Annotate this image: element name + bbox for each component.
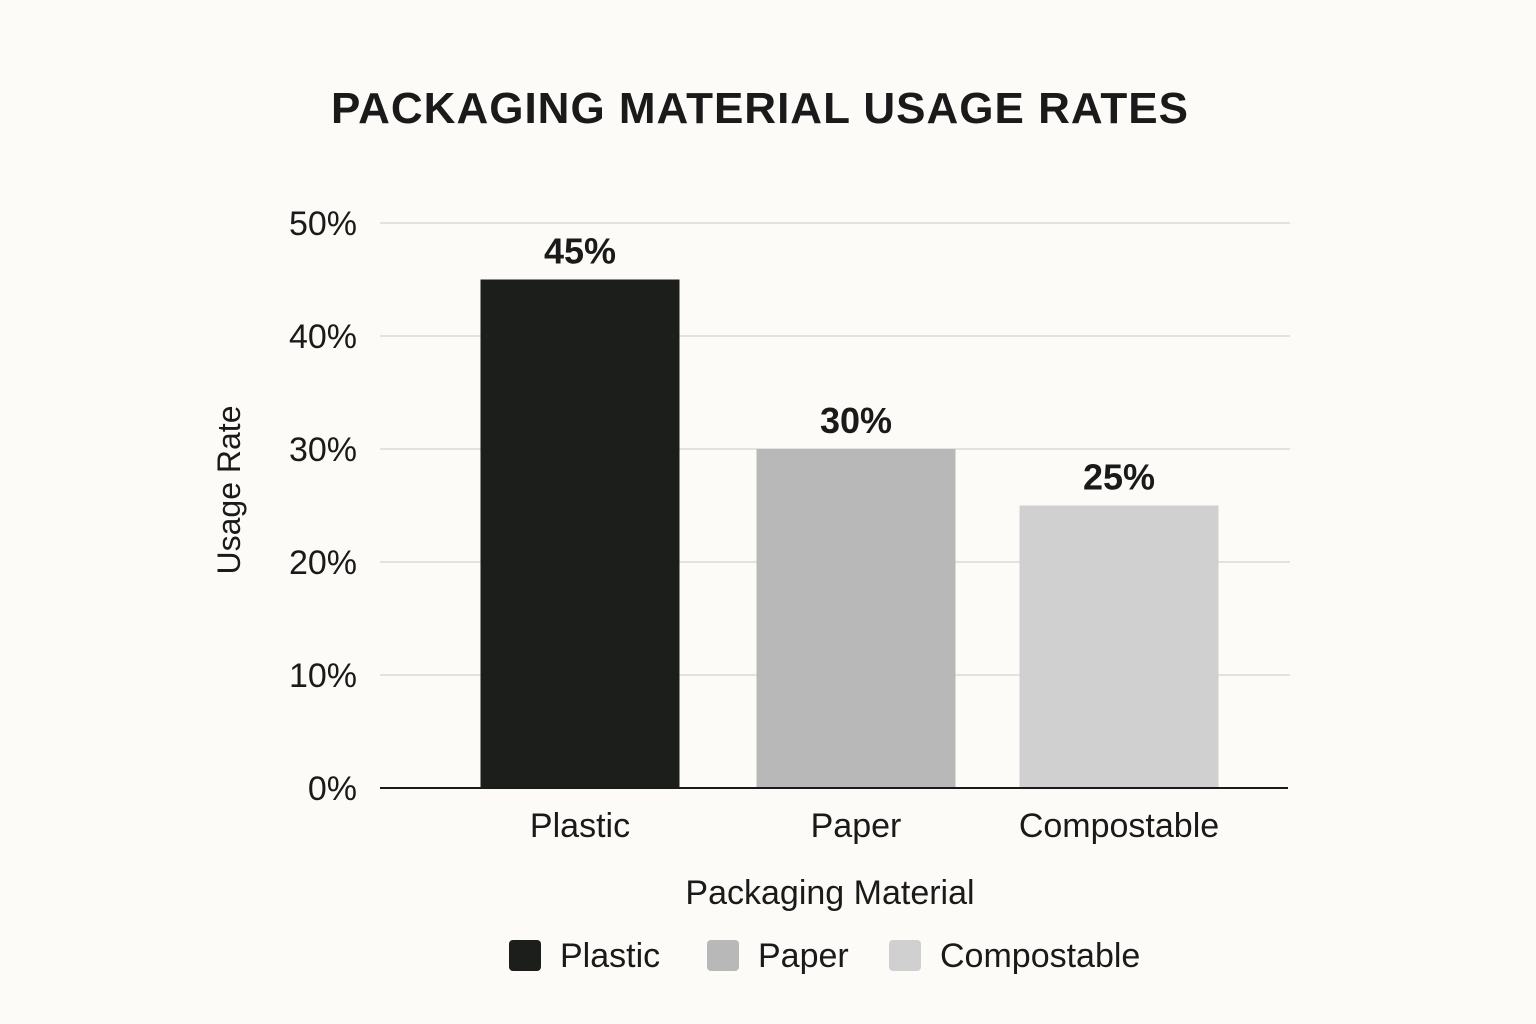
bar-plastic [480,279,680,788]
y-tick-label: 10% [289,657,357,695]
legend-swatch-paper [707,940,739,971]
value-label-compostable: 25% [1083,457,1155,498]
y-tick-label: 20% [289,544,357,582]
chart-title: PACKAGING MATERIAL USAGE RATES [331,84,1189,133]
value-label-paper: 30% [820,400,892,441]
x-tick-label-paper: Paper [811,807,902,845]
bar-paper [756,449,956,788]
bar-compostable [1019,505,1219,788]
legend-label-plastic: Plastic [560,937,660,975]
y-tick-label: 40% [289,318,357,356]
x-axis-ticks: Plastic Paper Compostable [530,807,1219,845]
value-label-plastic: 45% [544,231,616,272]
y-axis-label: Usage Rate [211,406,247,575]
y-axis-ticks: 0% 10% 20% 30% 40% 50% [289,205,357,808]
legend-swatch-compostable [889,940,921,971]
legend-label-compostable: Compostable [940,937,1140,975]
y-tick-label: 50% [289,205,357,243]
x-axis-label: Packaging Material [685,874,974,912]
legend: Plastic Paper Compostable [509,937,1140,975]
legend-label-paper: Paper [758,937,849,975]
value-labels: 45% 30% 25% [544,231,1155,498]
y-tick-label: 30% [289,431,357,469]
y-tick-label: 0% [308,770,357,808]
bars [480,279,1219,788]
x-tick-label-compostable: Compostable [1019,807,1219,845]
x-tick-label-plastic: Plastic [530,807,630,845]
legend-swatch-plastic [509,940,541,971]
